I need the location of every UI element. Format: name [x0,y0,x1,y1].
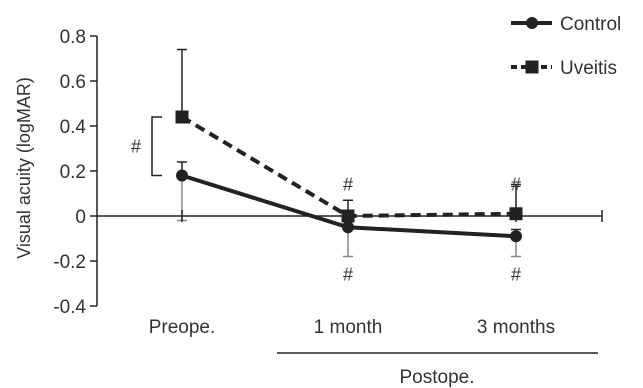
point-control [176,169,188,182]
significance-annotations: # # # # # [131,116,521,285]
legend-marker-uveitis [525,60,539,74]
y-tick-label: -0.4 [53,297,86,318]
x-category-label: Preope. [149,317,216,338]
y-axis-label: Visual acuity (logMAR) [14,77,34,259]
series-line-uveitis [180,115,517,219]
significance-mark: # [343,175,353,195]
y-tick-label: 0.2 [60,162,86,183]
legend: Control Uveitis [511,14,621,79]
point-uveitis [175,110,189,124]
y-axis-ticks: 0.8 0.6 0.4 0.2 0 -0.2 -0.4 [53,27,97,318]
legend-marker-control [526,17,538,29]
significance-mark: # [343,265,353,285]
point-control [510,230,522,243]
significance-bracket [151,116,162,177]
legend-label-control: Control [560,14,621,35]
postope-group-label: Postope. [400,367,475,388]
point-control [342,221,354,234]
data-markers [175,110,523,243]
y-tick-label: -0.2 [53,252,86,273]
y-tick-label: 0.4 [60,117,87,138]
y-tick-label: 0.6 [60,72,86,93]
significance-mark: # [511,175,521,195]
significance-mark: # [131,136,141,156]
y-tick-label: 0.8 [60,27,86,48]
legend-label-uveitis: Uveitis [560,58,617,79]
x-category-label: 1 month [314,317,383,338]
x-category-label: 3 months [477,317,555,338]
significance-mark: # [511,265,521,285]
x-axis-categories: Preope. 1 month 3 months [149,210,603,338]
y-tick-label: 0 [75,207,86,228]
